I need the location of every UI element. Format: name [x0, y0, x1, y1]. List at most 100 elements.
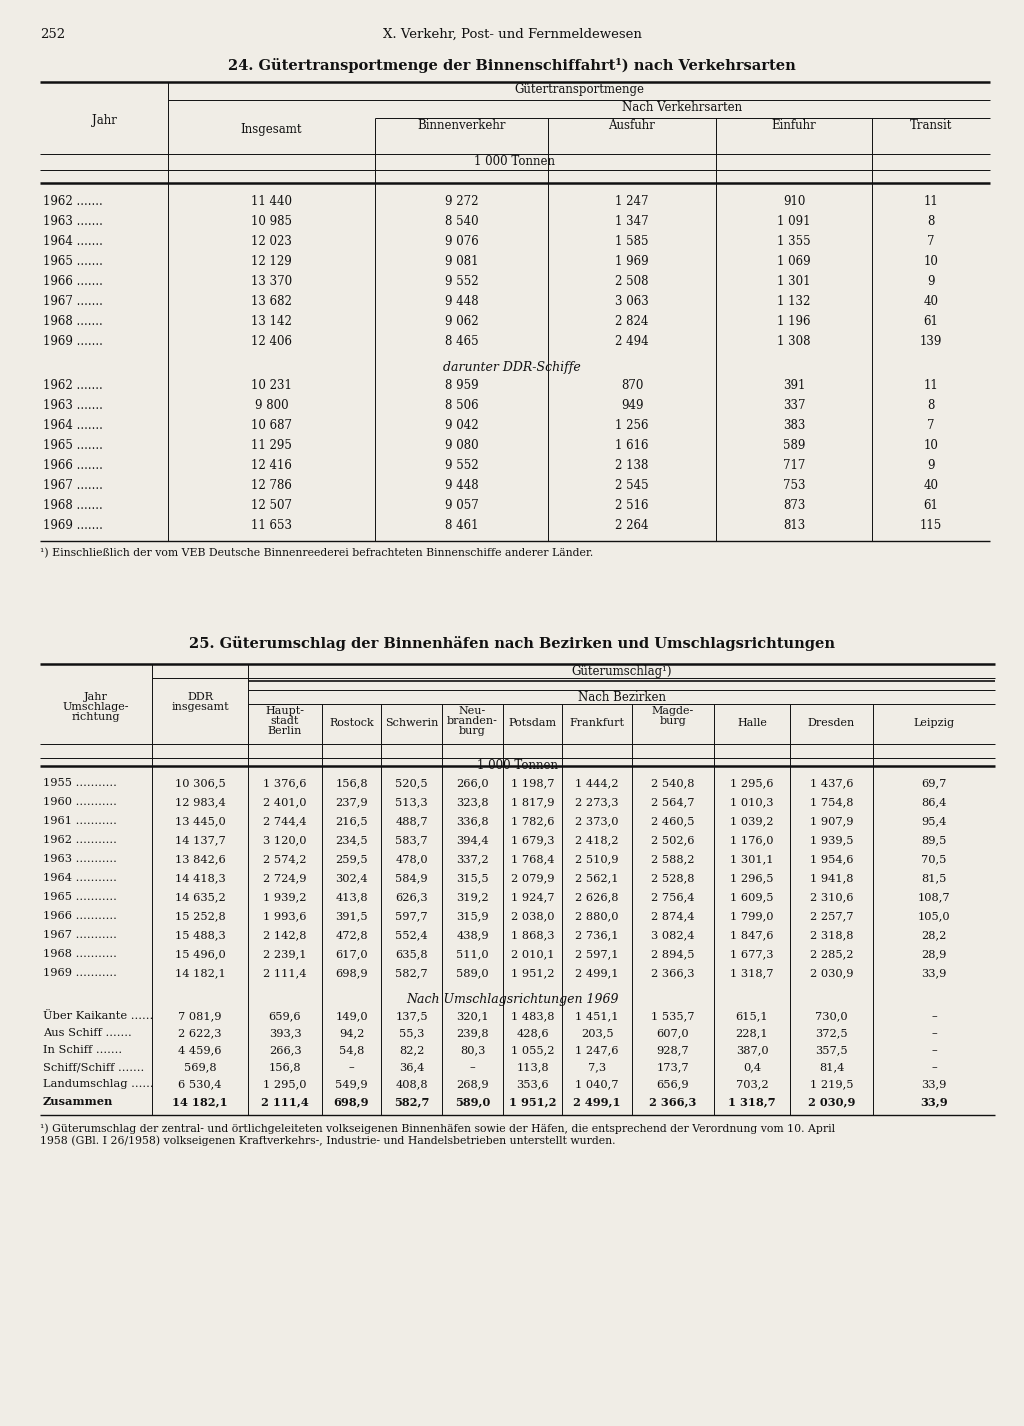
Text: 2 366,3: 2 366,3 [649, 1097, 696, 1107]
Text: Haupt-: Haupt- [265, 706, 304, 716]
Text: 13 842,6: 13 842,6 [175, 854, 225, 864]
Text: 2 038,0: 2 038,0 [511, 911, 554, 921]
Text: 488,7: 488,7 [395, 816, 428, 826]
Text: 478,0: 478,0 [395, 854, 428, 864]
Text: 2 622,3: 2 622,3 [178, 1028, 222, 1038]
Text: 2 318,8: 2 318,8 [810, 930, 853, 940]
Text: 1 196: 1 196 [777, 315, 811, 328]
Text: 323,8: 323,8 [456, 797, 488, 807]
Text: 8: 8 [928, 215, 935, 228]
Text: Einfuhr: Einfuhr [772, 118, 816, 133]
Text: 319,2: 319,2 [456, 893, 488, 903]
Text: 1 256: 1 256 [615, 419, 649, 432]
Text: 1 585: 1 585 [615, 235, 649, 248]
Text: 584,9: 584,9 [395, 873, 428, 883]
Text: 2 516: 2 516 [615, 499, 649, 512]
Text: 2 824: 2 824 [615, 315, 648, 328]
Text: 1 069: 1 069 [777, 255, 811, 268]
Text: 391: 391 [782, 379, 805, 392]
Text: 1 817,9: 1 817,9 [511, 797, 554, 807]
Text: 1 951,2: 1 951,2 [511, 968, 554, 978]
Text: Ausfuhr: Ausfuhr [608, 118, 655, 133]
Text: 2 239,1: 2 239,1 [263, 948, 307, 960]
Text: 428,6: 428,6 [516, 1028, 549, 1038]
Text: –: – [931, 1028, 937, 1038]
Text: 10: 10 [924, 255, 938, 268]
Text: 315,9: 315,9 [456, 911, 488, 921]
Text: 337,2: 337,2 [456, 854, 488, 864]
Text: 9 448: 9 448 [444, 295, 478, 308]
Text: 15 488,3: 15 488,3 [175, 930, 225, 940]
Text: 259,5: 259,5 [335, 854, 368, 864]
Text: 870: 870 [621, 379, 643, 392]
Text: 2 010,1: 2 010,1 [511, 948, 554, 960]
Text: 582,7: 582,7 [394, 1097, 429, 1107]
Text: 1 010,3: 1 010,3 [730, 797, 774, 807]
Text: 15 252,8: 15 252,8 [175, 911, 225, 921]
Text: 2 030,9: 2 030,9 [810, 968, 853, 978]
Text: 113,8: 113,8 [516, 1062, 549, 1072]
Text: 2 257,7: 2 257,7 [810, 911, 853, 921]
Text: 1 993,6: 1 993,6 [263, 911, 307, 921]
Text: Nach Verkehrsarten: Nach Verkehrsarten [623, 101, 742, 114]
Text: 70,5: 70,5 [922, 854, 946, 864]
Text: 13 682: 13 682 [251, 295, 292, 308]
Text: 1 483,8: 1 483,8 [511, 1011, 554, 1021]
Text: 1 000 Tonnen: 1 000 Tonnen [474, 155, 555, 168]
Text: Nach Bezirken: Nach Bezirken [578, 692, 666, 704]
Text: branden-: branden- [447, 716, 498, 726]
Text: 105,0: 105,0 [918, 911, 950, 921]
Text: 14 137,7: 14 137,7 [175, 836, 225, 846]
Text: –: – [931, 1011, 937, 1021]
Text: Potsdam: Potsdam [509, 719, 557, 729]
Text: 2 499,1: 2 499,1 [575, 968, 618, 978]
Text: Aus Schiff .......: Aus Schiff ....... [43, 1028, 132, 1038]
Text: 12 129: 12 129 [251, 255, 292, 268]
Text: Landumschlag ......: Landumschlag ...... [43, 1079, 154, 1089]
Text: 9 448: 9 448 [444, 479, 478, 492]
Text: 2 588,2: 2 588,2 [651, 854, 694, 864]
Text: 513,3: 513,3 [395, 797, 428, 807]
Text: 252: 252 [40, 29, 66, 41]
Text: Magde-: Magde- [652, 706, 694, 716]
Text: 12 786: 12 786 [251, 479, 292, 492]
Text: 80,3: 80,3 [460, 1045, 485, 1055]
Text: 9 800: 9 800 [255, 399, 289, 412]
Text: 228,1: 228,1 [735, 1028, 768, 1038]
Text: 813: 813 [783, 519, 805, 532]
Text: 237,9: 237,9 [335, 797, 368, 807]
Text: 1 039,2: 1 039,2 [730, 816, 774, 826]
Text: 55,3: 55,3 [398, 1028, 424, 1038]
Text: 1 301,1: 1 301,1 [730, 854, 774, 864]
Text: 1958 (GBl. I 26/1958) volkseigenen Kraftverkehrs-, Industrie- und Handelsbetrieb: 1958 (GBl. I 26/1958) volkseigenen Kraft… [40, 1135, 615, 1145]
Text: 13 370: 13 370 [251, 275, 292, 288]
Text: 1962 ...........: 1962 ........... [43, 836, 117, 846]
Text: –: – [470, 1062, 475, 1072]
Text: 0,4: 0,4 [743, 1062, 761, 1072]
Text: 2 564,7: 2 564,7 [651, 797, 694, 807]
Text: 1955 ...........: 1955 ........... [43, 779, 117, 789]
Text: 717: 717 [782, 459, 805, 472]
Text: 1 782,6: 1 782,6 [511, 816, 554, 826]
Text: 1 176,0: 1 176,0 [730, 836, 774, 846]
Text: 2 138: 2 138 [615, 459, 648, 472]
Text: 1964 .......: 1964 ....... [43, 419, 102, 432]
Text: 2 756,4: 2 756,4 [651, 893, 694, 903]
Text: 149,0: 149,0 [335, 1011, 368, 1021]
Text: 25. Güterumschlag der Binnenhäfen nach Bezirken und Umschlagsrichtungen: 25. Güterumschlag der Binnenhäfen nach B… [189, 636, 835, 652]
Text: 24. Gütertransportmenge der Binnenschiffahrt¹) nach Verkehrsarten: 24. Gütertransportmenge der Binnenschiff… [228, 58, 796, 73]
Text: –: – [931, 1062, 937, 1072]
Text: 511,0: 511,0 [456, 948, 488, 960]
Text: 302,4: 302,4 [335, 873, 368, 883]
Text: 89,5: 89,5 [922, 836, 946, 846]
Text: 9 081: 9 081 [444, 255, 478, 268]
Text: 108,7: 108,7 [918, 893, 950, 903]
Text: 173,7: 173,7 [656, 1062, 689, 1072]
Text: 1 376,6: 1 376,6 [263, 779, 307, 789]
Text: 1 679,3: 1 679,3 [511, 836, 554, 846]
Text: 156,8: 156,8 [268, 1062, 301, 1072]
Text: 928,7: 928,7 [656, 1045, 689, 1055]
Text: Umschlage-: Umschlage- [62, 702, 129, 712]
Text: 1962 .......: 1962 ....... [43, 195, 102, 208]
Text: 730,0: 730,0 [815, 1011, 848, 1021]
